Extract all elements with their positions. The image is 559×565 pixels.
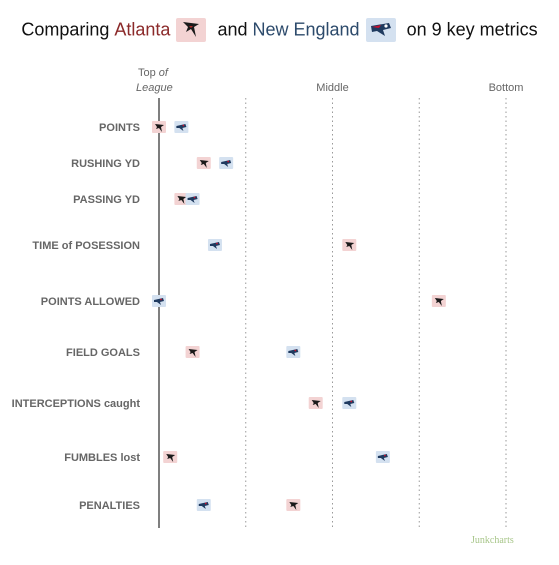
falcon-icon <box>177 196 187 204</box>
patriot-icon-dot <box>383 454 386 457</box>
row-label: PASSING YD <box>73 194 140 206</box>
patriot-icon-dot <box>227 160 230 163</box>
falcon-icon <box>289 502 299 510</box>
falcon-icon <box>199 160 209 168</box>
falcon-icon <box>155 124 164 132</box>
row-label: TIME of POSESSION <box>32 240 140 252</box>
axis-label-league: League <box>136 82 173 94</box>
falcon-icon <box>311 400 321 408</box>
axis-label-bottom: Bottom <box>489 82 524 94</box>
patriot-icon-dot <box>216 242 218 245</box>
title-team-new-england: New England <box>252 19 360 40</box>
patriot-icon-dot <box>204 502 207 505</box>
falcon-icon <box>434 298 444 306</box>
atlanta-logo-icon <box>176 18 207 42</box>
new-england-logo-icon <box>365 18 396 42</box>
title-suffix: on 9 key metrics <box>401 19 538 40</box>
falcon-icon <box>188 349 198 357</box>
row-label: FUMBLES lost <box>64 452 140 464</box>
row-label: INTERCEPTIONS caught <box>12 398 141 410</box>
falcon-icon <box>166 454 176 462</box>
patriot-icon-dot <box>350 400 353 403</box>
row-label: FIELD GOALS <box>66 347 140 359</box>
row-label: RUSHING YD <box>71 158 140 170</box>
axis-label-of: of <box>159 67 169 79</box>
title-team-atlanta: Atlanta <box>114 19 171 40</box>
chart-title: Comparing Atlanta and New England on 9 k… <box>0 18 559 42</box>
row-label: POINTS ALLOWED <box>41 296 140 308</box>
patriot-icon-dot <box>182 124 185 127</box>
axis-label-middle: Middle <box>316 82 348 94</box>
patriot-icon-dot <box>193 196 196 199</box>
title-mid: and <box>212 19 253 40</box>
row-label: POINTS <box>99 122 140 134</box>
axis-label-top: Top of <box>138 67 169 79</box>
falcon-icon <box>345 242 355 250</box>
patriot-icon-dot <box>160 298 162 301</box>
title-prefix: Comparing <box>21 19 115 40</box>
patriot-icon-dot <box>294 349 297 352</box>
credit-label: Junkcharts <box>471 535 514 546</box>
row-label: PENALTIES <box>79 500 140 512</box>
